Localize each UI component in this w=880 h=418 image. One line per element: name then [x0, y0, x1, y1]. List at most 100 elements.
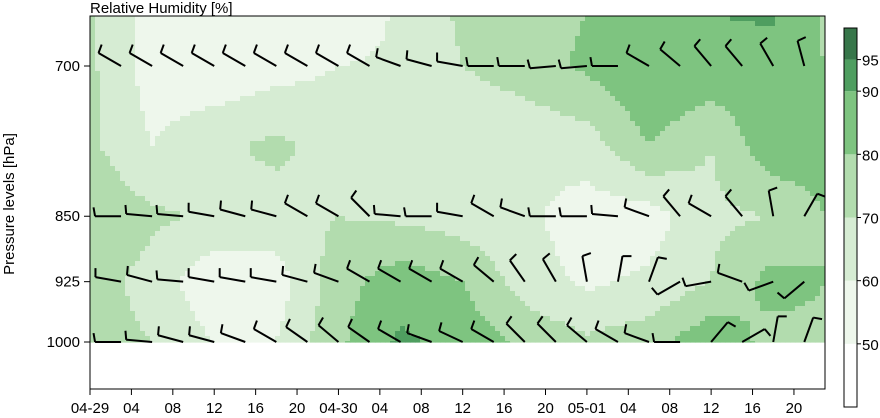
humidity-cell — [235, 236, 241, 242]
humidity-cell — [280, 36, 286, 42]
humidity-cell — [245, 186, 251, 192]
humidity-cell — [340, 261, 346, 267]
humidity-cell — [160, 146, 166, 152]
humidity-cell — [95, 31, 101, 37]
humidity-cell — [170, 301, 176, 307]
humidity-cell — [115, 291, 121, 297]
humidity-cell — [195, 156, 201, 162]
humidity-cell — [290, 296, 296, 302]
humidity-cell — [150, 151, 156, 157]
humidity-cell — [190, 236, 196, 242]
humidity-cell — [295, 101, 301, 107]
humidity-cell — [210, 241, 216, 247]
humidity-cell — [265, 41, 271, 47]
humidity-cell — [200, 141, 206, 147]
humidity-cell — [210, 336, 216, 342]
humidity-cell — [220, 216, 226, 222]
humidity-cell — [325, 316, 331, 322]
humidity-cell — [235, 61, 241, 67]
humidity-cell — [310, 16, 316, 22]
humidity-cell — [460, 326, 466, 332]
humidity-cell — [180, 326, 186, 332]
humidity-cell — [165, 316, 171, 322]
humidity-cell — [205, 291, 211, 297]
humidity-cell — [305, 56, 311, 62]
humidity-cell — [400, 246, 406, 252]
humidity-cell — [145, 296, 151, 302]
humidity-cell — [125, 216, 131, 222]
humidity-cell — [295, 156, 301, 162]
humidity-cell — [340, 166, 346, 172]
humidity-cell — [170, 46, 176, 52]
humidity-cell — [320, 101, 326, 107]
humidity-cell — [170, 331, 176, 337]
humidity-cell — [95, 221, 101, 227]
humidity-cell — [110, 241, 116, 247]
humidity-cell — [340, 311, 346, 317]
humidity-cell — [460, 16, 466, 22]
humidity-cell — [420, 26, 426, 32]
humidity-cell — [375, 106, 381, 112]
humidity-cell — [155, 111, 161, 117]
humidity-cell — [420, 121, 426, 127]
humidity-cell — [95, 206, 101, 212]
humidity-cell — [95, 166, 101, 172]
humidity-cell — [155, 251, 161, 257]
humidity-cell — [300, 166, 306, 172]
humidity-cell — [115, 111, 121, 117]
humidity-cell — [355, 306, 361, 312]
humidity-cell — [110, 66, 116, 72]
humidity-cell — [225, 266, 231, 272]
humidity-cell — [415, 266, 421, 272]
humidity-cell — [280, 136, 286, 142]
humidity-cell — [255, 141, 261, 147]
humidity-cell — [210, 211, 216, 217]
humidity-cell — [365, 76, 371, 82]
humidity-cell — [205, 196, 211, 202]
humidity-cell — [455, 226, 461, 232]
humidity-cell — [415, 251, 421, 257]
humidity-cell — [410, 236, 416, 242]
humidity-cell — [415, 21, 421, 27]
humidity-cell — [320, 31, 326, 37]
humidity-cell — [295, 31, 301, 37]
humidity-cell — [150, 71, 156, 77]
humidity-cell — [195, 146, 201, 152]
humidity-cell — [180, 81, 186, 87]
humidity-cell — [145, 226, 151, 232]
humidity-cell — [415, 341, 421, 343]
humidity-cell — [360, 41, 366, 47]
humidity-cell — [255, 201, 261, 207]
humidity-cell — [225, 91, 231, 97]
humidity-cell — [340, 221, 346, 227]
humidity-cell — [95, 306, 101, 312]
humidity-cell — [280, 256, 286, 262]
humidity-cell — [370, 106, 376, 112]
humidity-cell — [300, 186, 306, 192]
humidity-cell — [285, 231, 291, 237]
humidity-cell — [445, 321, 451, 327]
humidity-cell — [385, 26, 391, 32]
humidity-cell — [445, 141, 451, 147]
humidity-cell — [315, 326, 321, 332]
humidity-cell — [240, 156, 246, 162]
humidity-cell — [195, 66, 201, 72]
humidity-cell — [110, 331, 116, 337]
humidity-cell — [290, 316, 296, 322]
humidity-cell — [100, 321, 106, 327]
humidity-cell — [275, 126, 281, 132]
humidity-cell — [175, 231, 181, 237]
humidity-cell — [370, 336, 376, 342]
humidity-cell — [425, 161, 431, 167]
humidity-cell — [265, 156, 271, 162]
humidity-cell — [370, 81, 376, 87]
humidity-cell — [120, 21, 126, 27]
humidity-cell — [255, 36, 261, 42]
humidity-cell — [225, 191, 231, 197]
humidity-cell — [255, 16, 261, 22]
humidity-cell — [150, 191, 156, 197]
humidity-cell — [390, 266, 396, 272]
humidity-cell — [250, 246, 256, 252]
humidity-cell — [260, 101, 266, 107]
humidity-cell — [455, 61, 461, 67]
